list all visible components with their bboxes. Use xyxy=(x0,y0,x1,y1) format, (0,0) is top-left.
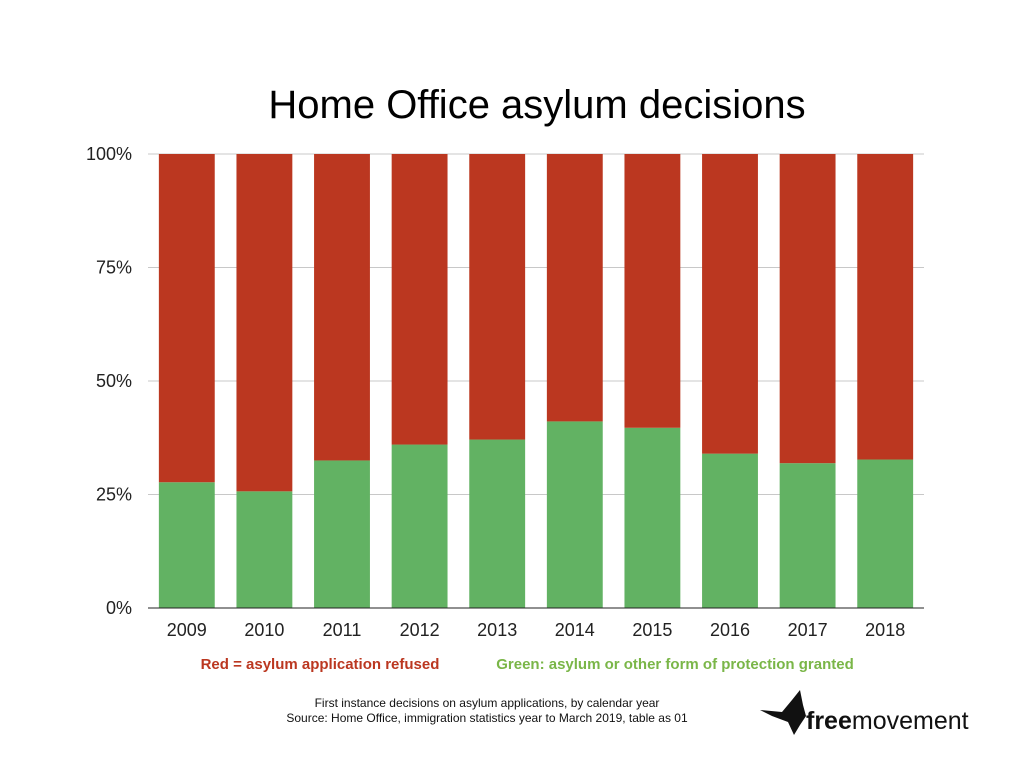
legend-granted: Green: asylum or other form of protectio… xyxy=(496,656,854,673)
bar-granted-2016 xyxy=(702,453,758,608)
bar-granted-2010 xyxy=(236,491,293,608)
brand-bold: free xyxy=(806,707,852,735)
brand-logo: freemovement xyxy=(806,707,969,735)
x-tick-label: 2016 xyxy=(710,620,750,640)
bar-granted-2015 xyxy=(624,427,681,608)
brand-rest: movement xyxy=(852,707,969,735)
bar-granted-2017 xyxy=(779,463,836,608)
x-tick-label: 2009 xyxy=(167,620,207,640)
x-tick-label: 2018 xyxy=(865,620,905,640)
y-tick-label: 75% xyxy=(96,258,132,278)
footnote-source: Source: Home Office, immigration statist… xyxy=(286,711,688,725)
y-tick-label: 0% xyxy=(106,598,132,618)
bar-granted-2012 xyxy=(391,444,448,608)
bar-refused-2017 xyxy=(779,154,836,464)
footnote-description: First instance decisions on asylum appli… xyxy=(315,696,660,710)
bar-refused-2010 xyxy=(236,154,293,492)
bar-granted-2014 xyxy=(546,421,603,608)
bar-refused-2012 xyxy=(391,154,448,445)
x-tick-label: 2012 xyxy=(400,620,440,640)
y-tick-label: 50% xyxy=(96,371,132,391)
bar-granted-2013 xyxy=(469,439,526,608)
bar-granted-2011 xyxy=(314,460,370,608)
y-axis-ticks: 0% 25% 50% 75% 100% xyxy=(86,144,132,618)
bar-refused-2015 xyxy=(624,154,681,428)
legend-refused: Red = asylum application refused xyxy=(201,656,440,673)
bird-icon xyxy=(760,690,806,735)
x-axis-ticks: 2009 2010 2011 2012 2013 2014 2015 2016 2017 2018 xyxy=(167,620,905,640)
bar-refused-2014 xyxy=(546,154,603,422)
x-tick-label: 2015 xyxy=(632,620,672,640)
x-tick-label: 2017 xyxy=(788,620,828,640)
chart-title: Home Office asylum decisions xyxy=(268,83,805,127)
y-tick-label: 25% xyxy=(96,485,132,505)
bar-refused-2016 xyxy=(702,154,758,454)
bar-refused-2018 xyxy=(857,154,914,460)
x-tick-label: 2013 xyxy=(477,620,517,640)
bars xyxy=(158,154,914,608)
bar-refused-2009 xyxy=(158,154,215,483)
x-tick-label: 2011 xyxy=(323,620,362,640)
x-tick-label: 2010 xyxy=(244,620,284,640)
bar-refused-2011 xyxy=(314,154,370,461)
bar-refused-2013 xyxy=(469,154,526,440)
bar-granted-2018 xyxy=(857,459,914,608)
y-tick-label: 100% xyxy=(86,144,132,164)
x-tick-label: 2014 xyxy=(555,620,595,640)
bar-granted-2009 xyxy=(158,482,215,608)
